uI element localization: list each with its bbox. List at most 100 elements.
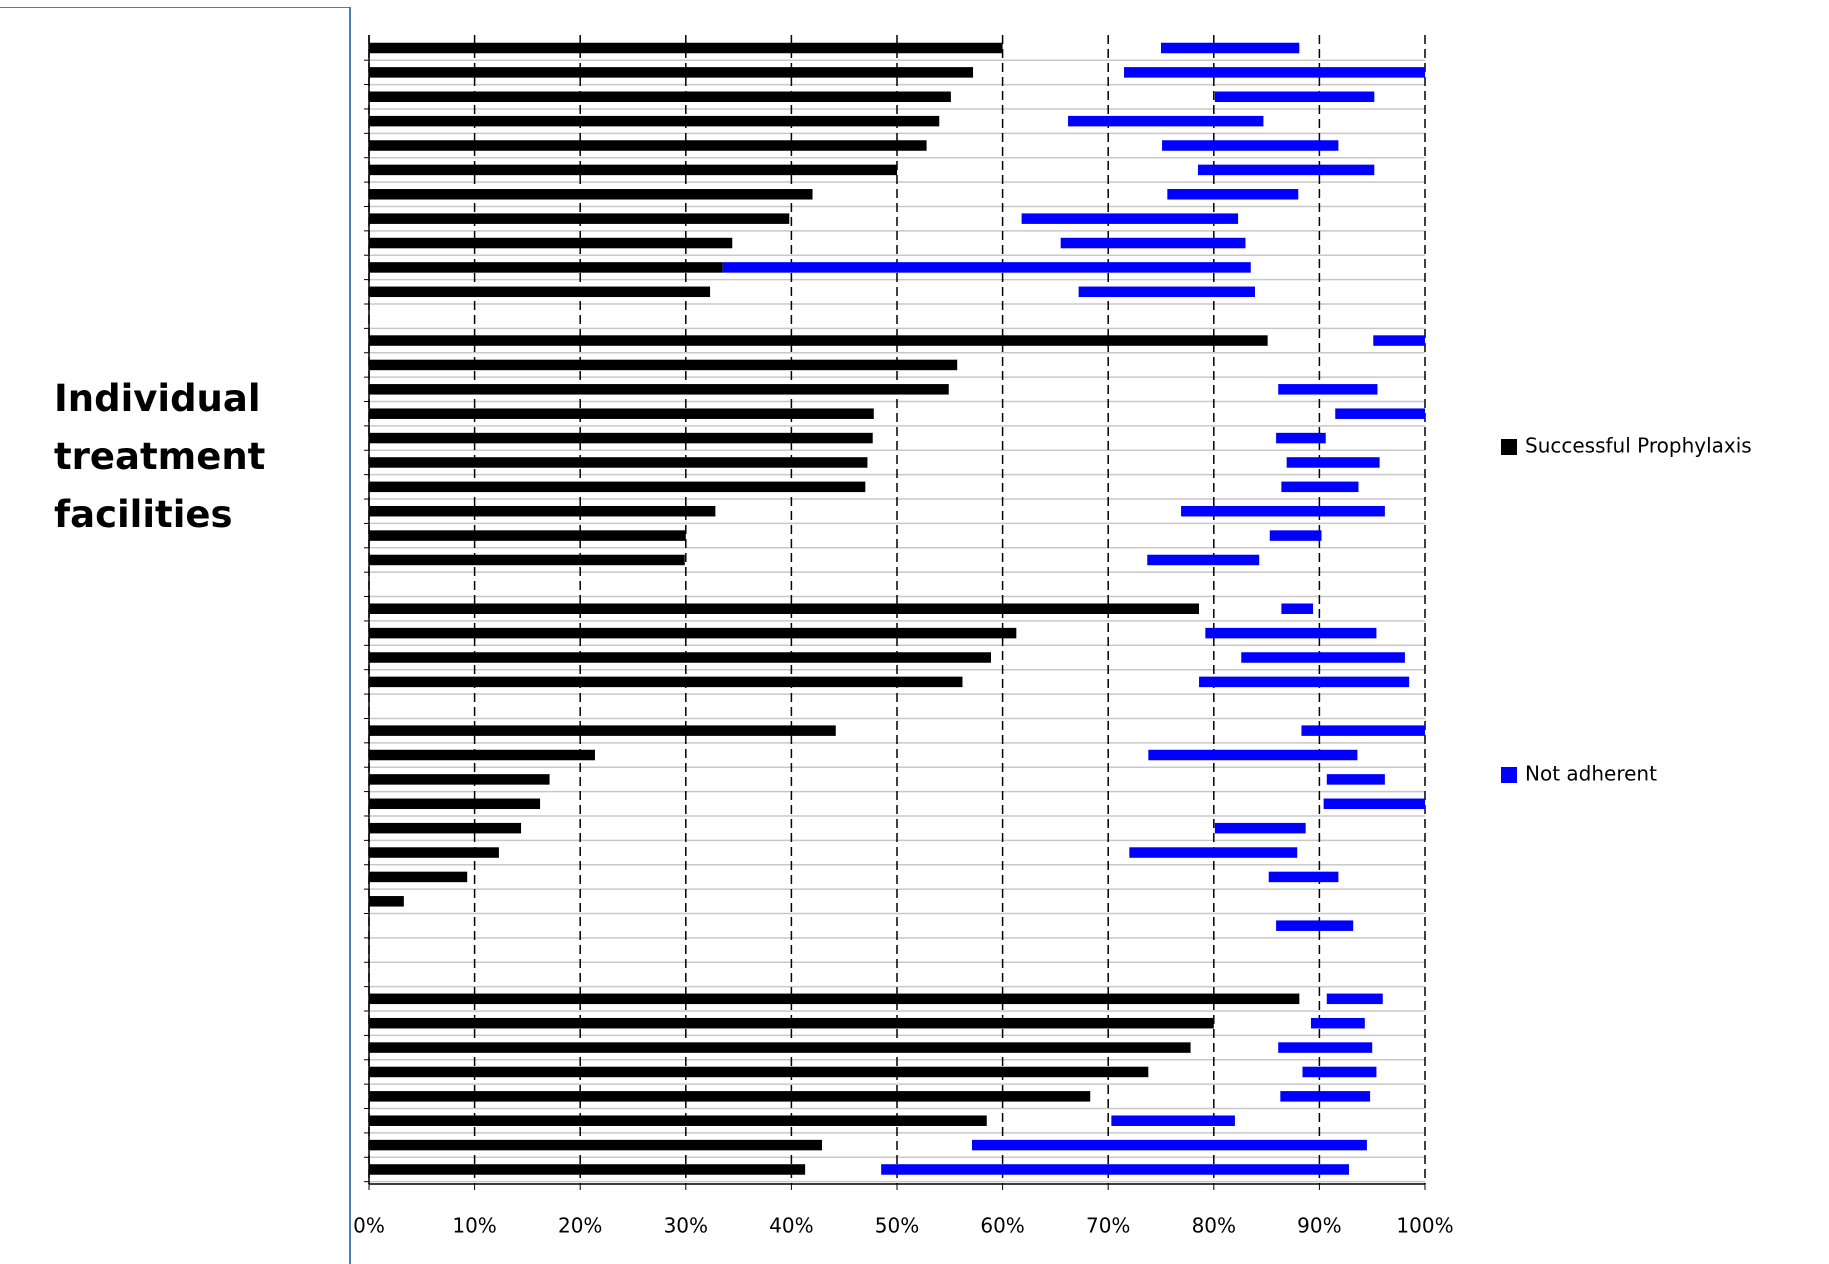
range-bar — [1199, 676, 1410, 688]
range-bar — [971, 1139, 1367, 1151]
range-bar — [1068, 115, 1264, 127]
bar — [369, 822, 522, 834]
range-bar — [1060, 237, 1246, 249]
range-bar — [1269, 530, 1322, 541]
bar — [369, 1091, 1091, 1102]
bar — [369, 286, 711, 298]
bar — [369, 335, 1268, 346]
range-bar — [1111, 1115, 1235, 1126]
range-bar — [1197, 164, 1375, 176]
bar — [369, 774, 550, 785]
bar — [369, 725, 836, 736]
range-bar — [1021, 213, 1239, 224]
bar — [369, 1164, 806, 1175]
range-bar — [1323, 798, 1425, 810]
bar — [369, 91, 951, 103]
range-bar — [1301, 725, 1425, 736]
bar — [369, 140, 927, 151]
x-tick-label: 90% — [1297, 1214, 1341, 1238]
range-bar — [1205, 627, 1377, 639]
bar — [369, 896, 404, 907]
bar — [369, 262, 723, 273]
range-bar — [722, 262, 1251, 273]
bar — [369, 652, 991, 663]
range-bar — [1281, 481, 1359, 493]
x-tick-label: 80% — [1192, 1214, 1236, 1238]
left-panel — [0, 7, 351, 1264]
bar — [369, 1017, 1214, 1029]
range-bar — [1181, 505, 1385, 517]
range-bar — [1276, 920, 1354, 931]
range-bar — [1276, 432, 1326, 444]
range-bar — [1078, 286, 1255, 298]
x-tick-label: 100% — [1396, 1214, 1453, 1238]
range-bar — [881, 1164, 1349, 1175]
bar — [369, 408, 874, 419]
range-bar — [1281, 603, 1314, 614]
bar — [369, 554, 685, 566]
range-bar — [1214, 822, 1306, 834]
bar — [369, 213, 790, 224]
legend-swatch — [1501, 439, 1517, 455]
bar — [369, 1139, 823, 1151]
bar — [369, 237, 733, 249]
range-bar — [1280, 1091, 1371, 1102]
range-bar — [1268, 871, 1339, 883]
range-bar — [1129, 847, 1298, 858]
bar — [369, 1066, 1149, 1078]
x-tick-label: 30% — [664, 1214, 708, 1238]
bar — [369, 164, 897, 176]
range-bar — [1302, 1066, 1377, 1078]
range-bar — [1326, 774, 1385, 785]
range-bar — [1241, 652, 1405, 663]
range-bar — [1373, 335, 1425, 346]
range-bar — [1161, 42, 1300, 54]
range-bar — [1167, 189, 1299, 200]
range-bar — [1214, 91, 1375, 103]
bar — [369, 871, 468, 883]
range-bar — [1286, 457, 1380, 468]
bar — [369, 1115, 987, 1126]
bar — [369, 1042, 1191, 1053]
range-bar — [1335, 408, 1425, 419]
bar — [369, 481, 866, 493]
bar — [369, 676, 963, 688]
x-tick-label: 70% — [1086, 1214, 1130, 1238]
bar — [369, 189, 813, 200]
range-bar — [1278, 384, 1378, 395]
range-bar — [1310, 1017, 1365, 1029]
bar — [369, 457, 868, 468]
legend-label: Not adherent — [1525, 762, 1657, 786]
x-tick-label: 40% — [769, 1214, 813, 1238]
x-tick-label: 0% — [353, 1214, 385, 1238]
bar — [369, 603, 1200, 614]
range-bar — [1124, 67, 1425, 78]
x-tick-label: 50% — [875, 1214, 919, 1238]
bar — [369, 67, 974, 78]
bar — [369, 798, 541, 810]
bar — [369, 42, 1003, 54]
y-axis-label: Individual treatment facilities — [54, 377, 266, 536]
bar — [369, 530, 686, 541]
range-bar — [1148, 749, 1358, 761]
bar — [369, 432, 873, 444]
range-bar — [1147, 554, 1260, 566]
bar — [369, 115, 940, 127]
bar — [369, 993, 1300, 1005]
x-tick-label: 60% — [980, 1214, 1024, 1238]
bar — [369, 505, 716, 517]
bar — [369, 847, 499, 858]
x-tick-label: 20% — [558, 1214, 602, 1238]
legend-swatch — [1501, 767, 1517, 783]
range-bar — [1162, 140, 1339, 151]
x-tick-label: 10% — [452, 1214, 496, 1238]
bar — [369, 359, 958, 371]
bar — [369, 627, 1017, 639]
bar — [369, 384, 949, 395]
range-bar — [1278, 1042, 1373, 1053]
bar — [369, 749, 595, 761]
legend-label: Successful Prophylaxis — [1525, 434, 1752, 458]
range-bar — [1326, 993, 1383, 1005]
